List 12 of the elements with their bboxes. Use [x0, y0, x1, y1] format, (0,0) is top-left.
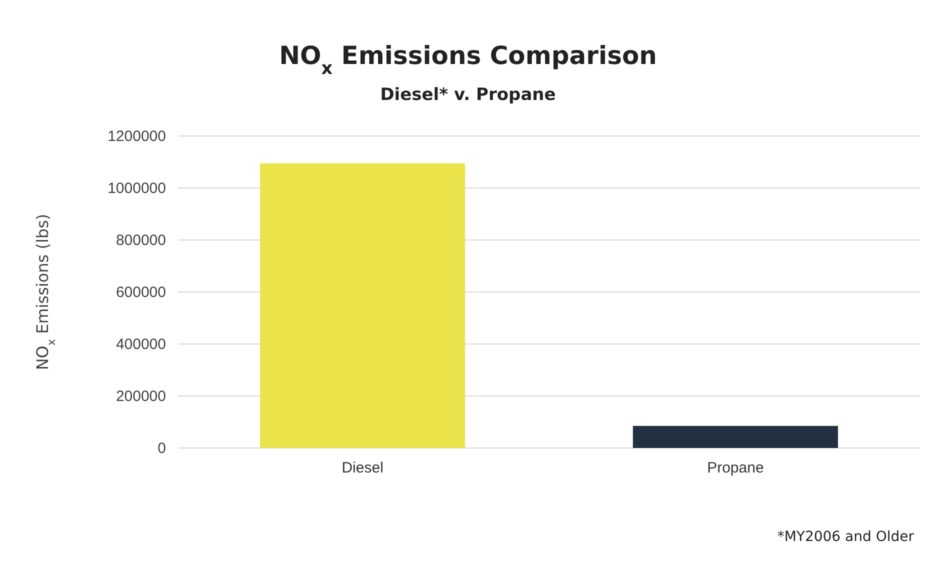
y-tick-label: 1200000: [108, 128, 166, 145]
y-tick-label: 600000: [116, 284, 166, 301]
y-tick-label: 0: [158, 440, 166, 457]
chart-title: NO$_{x}$ Emissions Comparison: [279, 41, 657, 79]
text: *MY2006 and Older: [777, 529, 914, 545]
x-tick-label: Diesel: [342, 460, 384, 477]
y-tick-label: 800000: [116, 232, 166, 249]
x-tick-label: Propane: [707, 460, 764, 477]
y-tick-label: 1000000: [108, 180, 166, 197]
y-tick-label: 400000: [116, 336, 166, 353]
chart-subtitle: Diesel* v. Propane: [380, 85, 556, 105]
y-tick-label: 200000: [116, 388, 166, 405]
